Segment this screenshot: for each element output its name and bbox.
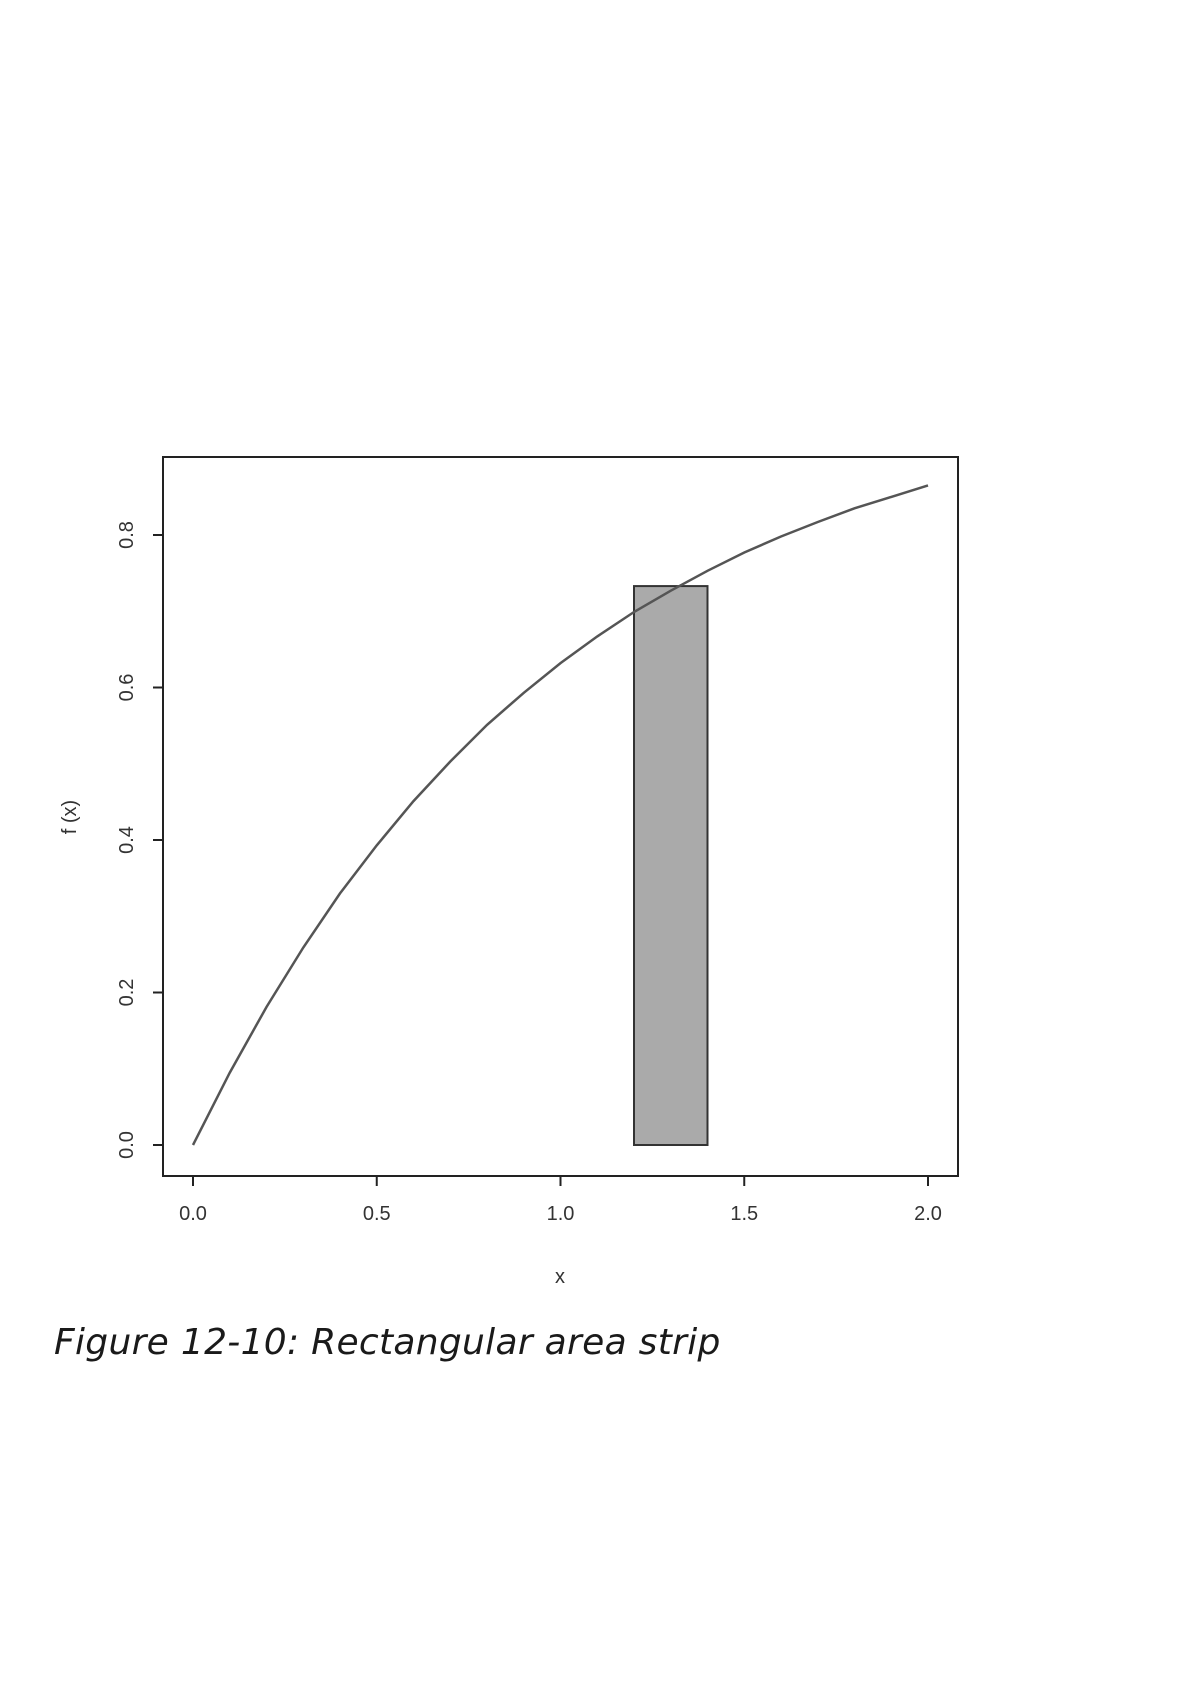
y-tick-label: 0.6 <box>116 674 138 702</box>
area-strip <box>633 585 709 1146</box>
x-axis-label: x <box>555 1266 565 1288</box>
x-tick-label: 2.0 <box>914 1203 942 1225</box>
y-axis-label: f (x) <box>59 800 81 834</box>
x-tick-label: 0.0 <box>179 1203 207 1225</box>
plot-frame <box>162 456 959 1177</box>
y-tick-label: 0.4 <box>116 826 138 854</box>
x-axis: 0.0 0.5 1.0 1.5 2.0 <box>179 1175 942 1225</box>
x-tick-label: 1.0 <box>547 1203 575 1225</box>
x-tick-label: 0.5 <box>363 1203 391 1225</box>
x-tick-label: 1.5 <box>730 1203 758 1225</box>
y-tick-label: 0.2 <box>116 979 138 1007</box>
y-tick-label: 0.0 <box>116 1131 138 1159</box>
chart-figure: 0.0 0.5 1.0 1.5 2.0 0.0 0.2 0.4 0.6 0.8 x f (x) <box>59 456 959 1288</box>
function-curve <box>191 484 929 1146</box>
figure-caption: Figure 12-10: Rectangular area strip <box>54 1322 721 1363</box>
y-tick-label: 0.8 <box>116 521 138 549</box>
y-axis: 0.0 0.2 0.4 0.6 0.8 <box>116 521 164 1159</box>
